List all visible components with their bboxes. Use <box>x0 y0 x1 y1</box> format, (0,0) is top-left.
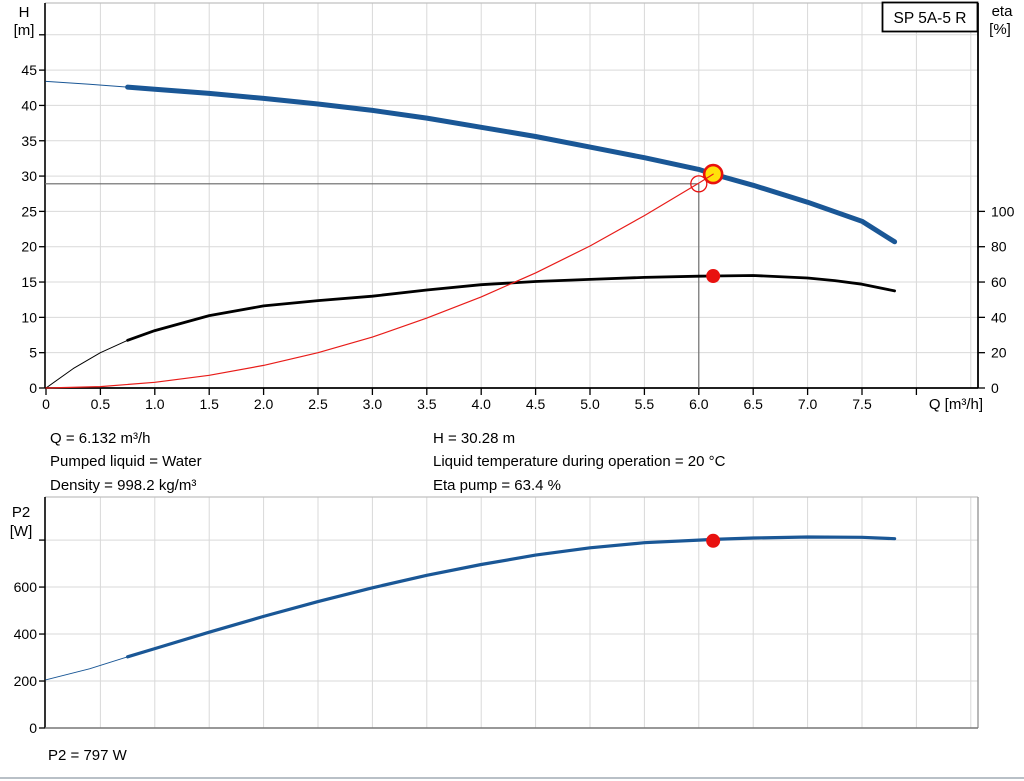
duty-point-marker[interactable] <box>702 163 724 185</box>
y-left-tick-label: 25 <box>21 203 37 219</box>
y-left-tick-label: 200 <box>14 673 38 689</box>
y-left-tick-label: 10 <box>21 309 37 325</box>
y-left-tick-label: 30 <box>21 168 37 184</box>
x-tick-label: 0.5 <box>91 396 111 412</box>
x-tick-label: 5.0 <box>580 396 600 412</box>
annotation-eta-pump: Eta pump = 63.4 % <box>433 477 561 494</box>
x-tick-label: 4.0 <box>471 396 491 412</box>
annotation-flow: Q = 6.132 m³/h <box>50 430 151 447</box>
y-left-tick-label: 20 <box>21 239 37 255</box>
eta-axis-label: eta <box>992 3 1014 20</box>
x-tick-label: 2.0 <box>254 396 274 412</box>
y-left-tick-label: 45 <box>21 62 37 78</box>
h-axis-label: H <box>19 4 30 21</box>
x-tick-label: 5.5 <box>635 396 655 412</box>
y-left-tick-label: 35 <box>21 133 37 149</box>
pump-model-box <box>881 1 979 33</box>
x-tick-label: 0 <box>42 396 50 412</box>
x-tick-label: 1.5 <box>199 396 219 412</box>
annotation-p2: P2 = 797 W <box>48 747 127 764</box>
reference-point-marker <box>690 175 708 193</box>
efficiency-point-marker <box>706 269 721 284</box>
x-tick-label: 3.0 <box>363 396 383 412</box>
p2-chart: 0 200 400 600 <box>14 496 979 736</box>
efficiency-curve <box>126 274 896 342</box>
efficiency-curve-thin <box>45 339 129 389</box>
annotation-head: H = 30.28 m <box>433 430 516 447</box>
y-left-tick-label: 0 <box>29 380 37 396</box>
y-right-tick-label: 100 <box>991 203 1015 219</box>
y-left-tick-label: 400 <box>14 626 38 642</box>
x-tick-label: 6.0 <box>689 396 709 412</box>
h-q-chart: 0 0.5 1.0 1.5 2.0 2.5 3.0 3.5 4.0 4.5 5.0 5.5 6.0 6.5… <box>21 2 1015 412</box>
x-tick-label: 6.5 <box>743 396 763 412</box>
h-axis-unit-label: [m] <box>14 22 35 39</box>
q-axis-label: Q [m³/h] <box>929 396 983 413</box>
y-right-tick-label: 0 <box>991 380 999 396</box>
annotation-liquid: Pumped liquid = Water <box>50 453 202 470</box>
eta-axis-unit-label: [%] <box>989 21 1011 38</box>
x-tick-label: 1.0 <box>145 396 165 412</box>
y-left-tick-label: 40 <box>21 97 37 113</box>
x-tick-label: 7.0 <box>798 396 818 412</box>
y-right-tick-label: 40 <box>991 309 1007 325</box>
window-bottom-border <box>0 777 1024 779</box>
system-curve <box>45 173 714 389</box>
generated-plot-elements: 0 0.5 1.0 1.5 2.0 2.5 3.0 3.5 4.0 4.5 5.0 5.5 6.0 6.5… <box>14 2 1015 736</box>
x-tick-label: 2.5 <box>308 396 328 412</box>
x-tick-label: 7.5 <box>852 396 872 412</box>
y-left-tick-label: 15 <box>21 274 37 290</box>
y-right-tick-label: 60 <box>991 274 1007 290</box>
y-right-tick-label: 80 <box>991 239 1007 255</box>
y-right-tick-label: 20 <box>991 345 1007 361</box>
y-left-tick-label: 5 <box>29 345 37 361</box>
x-tick-label: 3.5 <box>417 396 437 412</box>
power-point-marker <box>706 533 721 548</box>
annotation-density: Density = 998.2 kg/m³ <box>50 477 197 494</box>
power-curve <box>126 535 897 659</box>
pump-curve-thin <box>45 80 129 88</box>
annotation-temperature: Liquid temperature during operation = 20… <box>433 453 726 470</box>
y-left-tick-label: 600 <box>14 579 38 595</box>
y-left-tick-label: 0 <box>29 720 37 736</box>
pump-curve <box>125 84 898 245</box>
x-tick-label: 4.5 <box>526 396 546 412</box>
power-curve-thin <box>45 656 129 681</box>
p2-axis-label: P2 <box>12 504 30 521</box>
pump-model-label: SP 5A-5 R <box>894 10 967 27</box>
p2-axis-unit-label: [W] <box>10 523 33 540</box>
